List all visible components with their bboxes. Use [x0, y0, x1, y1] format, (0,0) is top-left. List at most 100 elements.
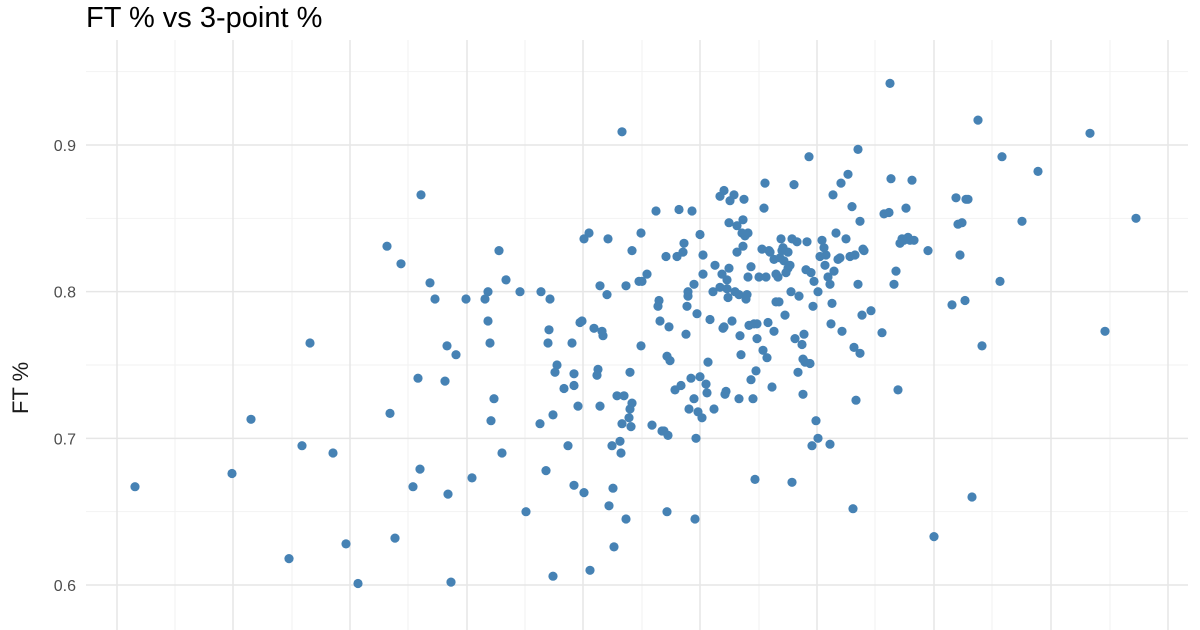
- data-point: [689, 394, 699, 404]
- data-point: [636, 228, 646, 238]
- data-point: [705, 314, 715, 325]
- data-point: [569, 369, 579, 379]
- data-point: [827, 298, 837, 308]
- data-point: [616, 448, 626, 458]
- data-point: [826, 319, 836, 329]
- data-point: [813, 287, 823, 297]
- data-point: [723, 292, 733, 303]
- data-point: [850, 250, 860, 260]
- data-point: [719, 322, 729, 332]
- data-point: [603, 234, 613, 244]
- data-point: [569, 380, 579, 391]
- data-point: [515, 287, 525, 297]
- data-point: [797, 339, 807, 350]
- data-point: [573, 401, 583, 411]
- data-point: [724, 218, 734, 228]
- data-point: [697, 413, 707, 423]
- data-point: [849, 342, 859, 352]
- data-point: [729, 190, 739, 200]
- data-point: [703, 357, 713, 367]
- data-point: [584, 228, 594, 238]
- data-point: [719, 185, 729, 196]
- y-tick-label: 0.8: [54, 285, 76, 302]
- data-point: [734, 394, 744, 404]
- data-point: [957, 218, 967, 228]
- data-point: [624, 413, 634, 423]
- data-point: [734, 290, 744, 300]
- data-point: [837, 326, 847, 336]
- data-point: [995, 276, 1005, 286]
- data-point: [702, 388, 712, 398]
- data-point: [806, 268, 816, 278]
- data-point: [589, 323, 599, 333]
- data-point: [774, 297, 784, 307]
- data-point: [676, 380, 686, 391]
- data-point: [820, 260, 830, 270]
- data-point: [543, 338, 553, 348]
- data-point: [742, 290, 752, 300]
- data-point: [823, 272, 833, 282]
- data-point: [692, 309, 702, 319]
- data-point: [738, 215, 748, 225]
- data-point: [698, 250, 708, 260]
- data-point: [689, 279, 699, 289]
- data-point: [541, 466, 551, 476]
- data-point: [698, 269, 708, 279]
- data-point: [709, 404, 719, 414]
- data-point: [819, 243, 829, 253]
- data-point: [825, 439, 835, 449]
- data-point: [654, 295, 664, 306]
- data-point: [284, 554, 294, 564]
- data-point: [829, 266, 839, 276]
- data-point: [805, 358, 815, 369]
- data-point: [559, 383, 569, 394]
- data-point: [783, 247, 793, 257]
- data-point: [710, 260, 720, 270]
- data-point: [552, 360, 562, 370]
- data-point: [809, 276, 819, 286]
- data-point: [353, 578, 363, 589]
- data-point: [595, 401, 605, 411]
- data-point: [691, 433, 701, 443]
- data-point: [786, 287, 796, 297]
- y-tick-labels: 0.6 0.7 0.8 0.9: [54, 138, 76, 595]
- data-point: [483, 316, 493, 326]
- y-tick-label: 0.7: [54, 431, 76, 448]
- data-point: [715, 282, 725, 292]
- data-point: [752, 319, 762, 329]
- data-point: [789, 180, 799, 190]
- data-point: [130, 482, 140, 492]
- data-point: [817, 235, 827, 245]
- data-point: [1085, 128, 1095, 138]
- data-point: [227, 468, 237, 479]
- data-point: [608, 483, 618, 493]
- data-point: [305, 338, 315, 348]
- data-point: [485, 338, 495, 348]
- data-point: [598, 331, 608, 341]
- data-point: [617, 127, 627, 137]
- data-point: [909, 235, 919, 245]
- data-point: [760, 178, 770, 188]
- data-point: [732, 221, 742, 231]
- data-point: [727, 316, 737, 326]
- data-point: [416, 190, 426, 200]
- data-point: [297, 441, 307, 451]
- data-point: [396, 259, 406, 269]
- data-point: [997, 152, 1007, 162]
- data-point: [901, 203, 911, 213]
- data-point: [563, 441, 573, 451]
- data-point: [787, 477, 797, 487]
- data-point: [807, 441, 817, 451]
- data-point: [877, 328, 887, 338]
- data-point: [855, 216, 865, 226]
- data-point: [548, 571, 558, 581]
- data-point: [758, 345, 768, 355]
- data-point: [446, 577, 456, 587]
- data-point: [780, 310, 790, 320]
- data-point: [759, 203, 769, 213]
- data-point: [811, 416, 821, 426]
- data-point: [486, 416, 496, 426]
- data-point: [679, 238, 689, 248]
- data-point: [762, 353, 772, 363]
- data-point: [776, 234, 786, 244]
